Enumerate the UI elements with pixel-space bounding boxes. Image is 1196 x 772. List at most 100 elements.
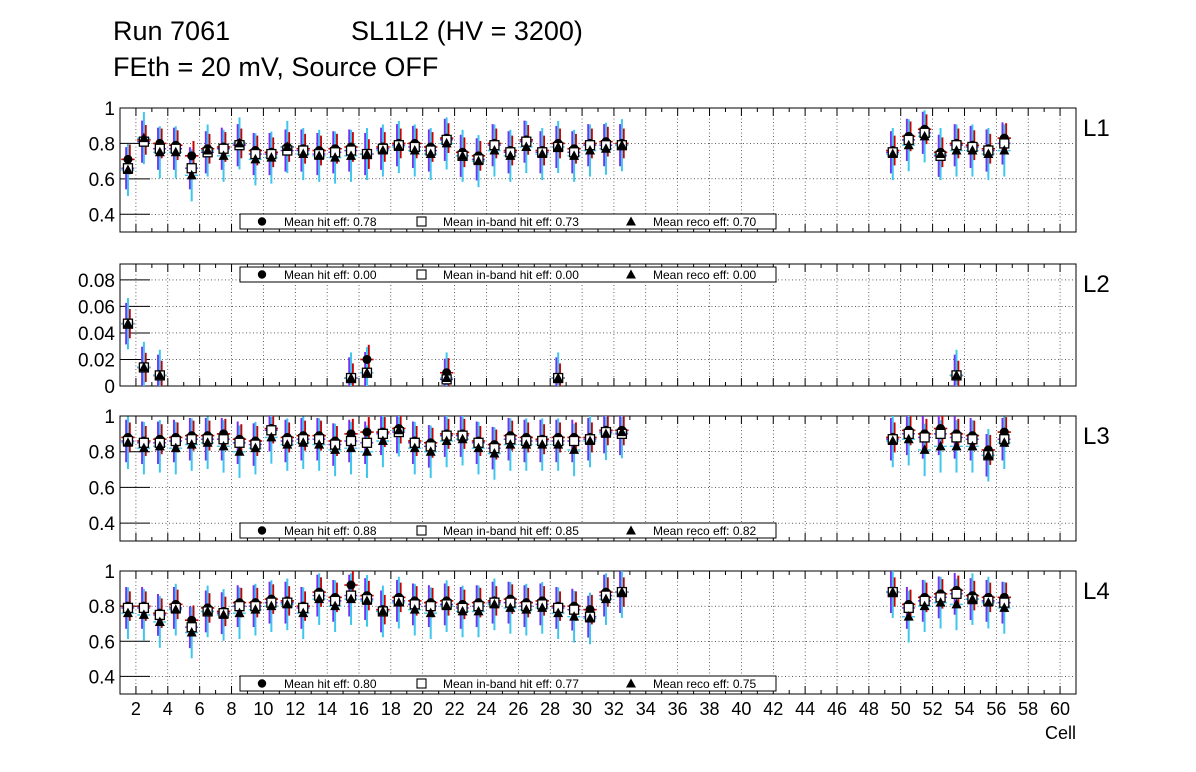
- reco-marker: [138, 442, 149, 453]
- reco-marker: [266, 600, 277, 611]
- reco-marker: [887, 586, 898, 597]
- data-point: [185, 417, 199, 471]
- legend-reco-marker: [626, 216, 636, 226]
- data-point: [965, 124, 980, 177]
- reco-marker: [266, 431, 277, 442]
- data-point: [248, 132, 263, 186]
- chart-title-conditions: FEth = 20 mV, Source OFF: [113, 52, 439, 82]
- panel-label-l1: L1: [1083, 115, 1110, 142]
- data-point: [424, 585, 438, 640]
- data-point: [535, 582, 549, 634]
- legend-reco-label: Mean reco eff: 0.82: [653, 524, 757, 538]
- x-tick-label: 44: [795, 699, 815, 719]
- data-point: [169, 419, 183, 475]
- data-point: [519, 120, 533, 174]
- data-point: [503, 417, 518, 471]
- y-tick-label: 1: [104, 407, 115, 428]
- data-point: [424, 425, 438, 478]
- legend-hit-label: Mean hit eff: 0.88: [284, 524, 377, 538]
- data-point: [503, 129, 518, 182]
- data-point: [551, 586, 565, 640]
- x-tick-label: 56: [986, 699, 1006, 719]
- data-point: [312, 573, 326, 625]
- data-point: [248, 421, 263, 475]
- x-tick-label: 18: [381, 699, 401, 719]
- data-point: [439, 580, 454, 632]
- legend-box: [239, 213, 777, 230]
- x-tick-label: 20: [413, 699, 433, 719]
- data-point: [360, 575, 374, 627]
- y-tick-label: 0.8: [89, 134, 115, 155]
- x-tick-label: 30: [572, 699, 592, 719]
- reco-marker: [170, 604, 181, 614]
- x-tick-label: 52: [923, 699, 943, 719]
- reco-marker: [489, 598, 500, 609]
- data-point: [949, 124, 964, 177]
- legend-l3: Mean hit eff: 0.88 Mean in-band hit eff: …: [239, 522, 777, 539]
- data-point: [360, 417, 374, 478]
- reco-marker: [330, 444, 341, 454]
- data-point: [232, 117, 247, 170]
- reco-marker: [361, 595, 372, 605]
- reco-marker: [298, 437, 309, 447]
- x-tick-label: 60: [1050, 699, 1070, 719]
- x-tick-label: 16: [349, 699, 369, 719]
- data-point: [200, 124, 215, 177]
- data-point: [917, 110, 932, 163]
- x-tick-label: 32: [604, 699, 624, 719]
- data-point: [567, 588, 581, 643]
- data-point: [503, 581, 518, 634]
- reco-marker: [569, 150, 580, 160]
- reco-marker: [951, 598, 962, 609]
- reco-marker: [314, 439, 325, 449]
- reco-marker: [505, 439, 516, 449]
- data-point: [344, 571, 358, 625]
- data-point: [408, 124, 422, 177]
- reco-marker: [935, 440, 946, 451]
- reco-marker: [234, 446, 245, 456]
- x-axis-label: Cell: [1045, 723, 1076, 743]
- data-point: [185, 140, 199, 202]
- data-point: [328, 579, 342, 632]
- data-point: [471, 135, 486, 188]
- legend-box: [239, 522, 777, 539]
- data-point: [933, 576, 948, 629]
- reco-marker: [138, 132, 149, 143]
- inband-marker: [903, 602, 914, 614]
- reco-marker: [138, 361, 149, 372]
- data-point: [933, 128, 948, 181]
- data-point: [519, 418, 533, 471]
- x-tick-label: 12: [285, 699, 305, 719]
- x-tick-label: 26: [508, 699, 528, 719]
- data-point: [264, 416, 279, 464]
- reco-marker: [186, 169, 197, 180]
- legend-reco-marker: [626, 269, 636, 279]
- data-point: [886, 128, 900, 181]
- x-tick-label: 8: [227, 699, 237, 719]
- x-tick-label: 58: [1018, 699, 1038, 719]
- data-point: [312, 417, 326, 471]
- legend-reco-label: Mean reco eff: 0.75: [653, 677, 757, 691]
- reco-marker: [441, 600, 452, 611]
- reco-marker: [170, 442, 181, 453]
- y-tick-label: 0.6: [89, 632, 115, 653]
- reco-marker: [282, 598, 293, 609]
- reco-marker: [266, 152, 277, 162]
- panel-label-l4: L4: [1083, 578, 1110, 605]
- y-tick-label: 0.08: [78, 271, 115, 292]
- reco-marker: [346, 442, 357, 453]
- reco-marker: [951, 440, 962, 451]
- reco-marker: [951, 369, 962, 380]
- data-point: [153, 349, 167, 386]
- data-point: [567, 419, 581, 477]
- inband-marker: [234, 437, 245, 448]
- reco-marker: [489, 448, 500, 458]
- legend-inband-marker: [416, 269, 427, 280]
- data-point: [344, 418, 358, 475]
- data-point: [615, 571, 629, 618]
- legend-inband-label: Mean in-band hit eff: 0.85: [443, 524, 579, 538]
- reco-marker: [903, 139, 914, 150]
- reco-marker: [521, 439, 532, 449]
- data-point: [392, 120, 406, 174]
- legend-hit-marker: [257, 270, 267, 279]
